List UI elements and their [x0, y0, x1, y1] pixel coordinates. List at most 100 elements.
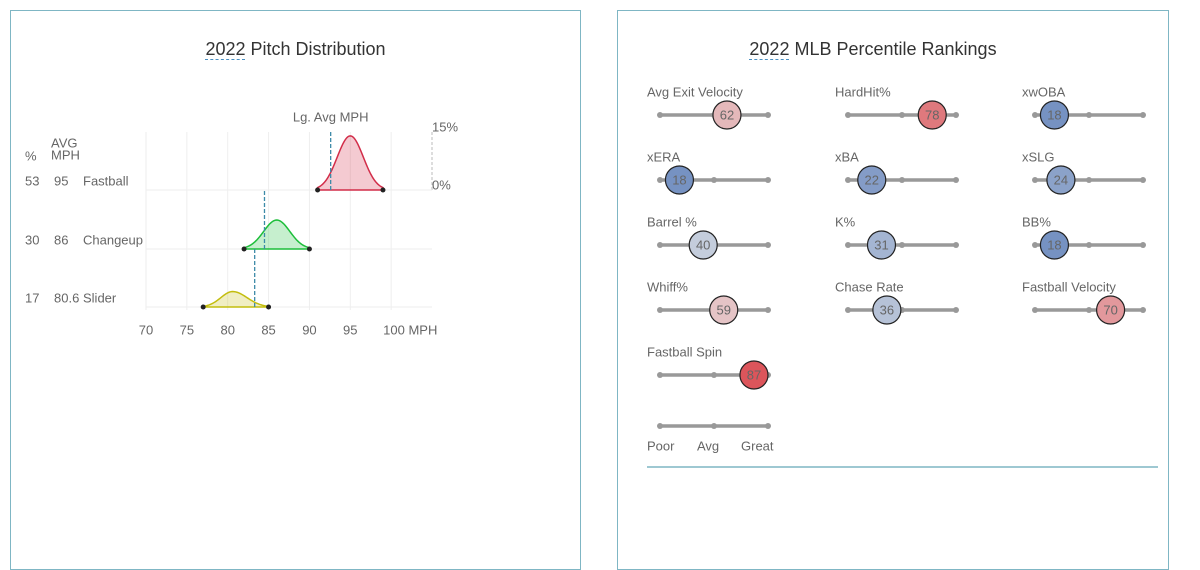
- header-pct: %: [25, 148, 37, 163]
- pitch-name: Slider: [83, 290, 117, 305]
- metric-label: xBA: [835, 149, 859, 164]
- pitch-pct: 53: [25, 173, 39, 188]
- x-tick-label: 90: [302, 322, 316, 337]
- track-dot: [657, 372, 663, 378]
- metric-label: BB%: [1022, 214, 1051, 229]
- percentile-value: 40: [696, 237, 710, 252]
- track-dot: [899, 177, 905, 183]
- legend-poor: Poor: [647, 438, 675, 453]
- percentile-value: 31: [874, 237, 888, 252]
- track-dot: [711, 372, 717, 378]
- metric-label: Fastball Velocity: [1022, 279, 1116, 294]
- track-dot: [1140, 177, 1146, 183]
- track-dot: [953, 242, 959, 248]
- percentile-value: 18: [672, 172, 686, 187]
- metric-label: xwOBA: [1022, 84, 1066, 99]
- header-avg: MPH: [51, 147, 80, 162]
- percentile-value: 62: [720, 107, 734, 122]
- range-min: [315, 187, 321, 193]
- track-dot: [1032, 177, 1038, 183]
- range-max: [266, 304, 272, 310]
- track-dot: [845, 112, 851, 118]
- density-tick-label: 15%: [432, 119, 458, 134]
- track-dot: [845, 307, 851, 313]
- x-tick-label: 85: [261, 322, 275, 337]
- track-dot: [765, 112, 771, 118]
- metric-label: Barrel %: [647, 214, 697, 229]
- track-dot: [1086, 177, 1092, 183]
- track-dot: [1032, 242, 1038, 248]
- x-tick-label: 70: [139, 322, 153, 337]
- legend-great: Great: [741, 438, 774, 453]
- track-dot: [765, 177, 771, 183]
- track-dot: [711, 423, 717, 429]
- track-dot: [1140, 307, 1146, 313]
- pitch-name: Changeup: [83, 232, 143, 247]
- track-dot: [1032, 112, 1038, 118]
- percentile-marker: [688, 230, 718, 260]
- metric-label: Avg Exit Velocity: [647, 84, 743, 99]
- range-min: [241, 246, 247, 252]
- track-dot: [657, 423, 663, 429]
- percentile-value: 87: [747, 367, 761, 382]
- density-curve: [316, 135, 384, 191]
- metric-label: Whiff%: [647, 279, 688, 294]
- track-dot: [657, 177, 663, 183]
- year[interactable]: 2022: [749, 39, 790, 60]
- track-dot: [1032, 307, 1038, 313]
- track-dot: [657, 242, 663, 248]
- pitch-avg: 95: [54, 173, 68, 188]
- league-avg-label: Lg. Avg MPH: [293, 109, 369, 124]
- percentile-marker: [664, 165, 695, 195]
- pitch-avg: 80.6: [54, 290, 79, 305]
- percentile-marker: [1046, 165, 1076, 195]
- pitch-pct: 17: [25, 290, 39, 305]
- track-dot: [765, 242, 771, 248]
- percentile-marker: [872, 295, 902, 325]
- legend-avg: Avg: [697, 438, 719, 453]
- percentile-marker: [709, 295, 739, 325]
- range-max: [306, 246, 312, 252]
- track-dot: [1140, 242, 1146, 248]
- title-text: Pitch Distribution: [250, 39, 386, 59]
- pitch-avg: 86: [54, 232, 68, 247]
- metric-label: HardHit%: [835, 84, 891, 99]
- track-dot: [1086, 307, 1092, 313]
- density-curve: [202, 290, 270, 308]
- track-dot: [953, 307, 959, 313]
- percentile-value: 18: [1047, 107, 1061, 122]
- percentile-marker: [1095, 295, 1126, 325]
- track-dot: [765, 423, 771, 429]
- x-tick-label: 75: [180, 322, 194, 337]
- percentile-title: 2022 MLB Percentile Rankings: [598, 39, 1148, 60]
- track-dot: [845, 177, 851, 183]
- track-dot: [899, 242, 905, 248]
- track-dot: [765, 307, 771, 313]
- year[interactable]: 2022: [205, 39, 246, 60]
- percentile-value: 18: [1047, 237, 1061, 252]
- range-max: [380, 187, 386, 193]
- track-dot: [1140, 112, 1146, 118]
- track-dot: [711, 177, 717, 183]
- percentile-marker: [857, 165, 887, 195]
- track-dot: [845, 242, 851, 248]
- pitch-pct: 30: [25, 232, 39, 247]
- metric-label: xERA: [647, 149, 681, 164]
- percentile-marker: [712, 100, 742, 130]
- track-dot: [657, 307, 663, 313]
- percentile-marker: [1039, 100, 1070, 130]
- percentile-value: 70: [1103, 302, 1117, 317]
- title-text: MLB Percentile Rankings: [794, 39, 997, 59]
- percentile-marker: [1039, 230, 1070, 260]
- percentile-marker: [866, 230, 897, 260]
- track-dot: [1086, 112, 1092, 118]
- pitch-title: 2022 Pitch Distribution: [11, 39, 580, 60]
- metric-label: Fastball Spin: [647, 344, 722, 359]
- percentile-value: 22: [865, 172, 879, 187]
- percentile-value: 24: [1054, 172, 1068, 187]
- percentile-value: 36: [880, 302, 894, 317]
- track-dot: [657, 112, 663, 118]
- pitch-name: Fastball: [83, 173, 129, 188]
- x-tick-label: 80: [220, 322, 234, 337]
